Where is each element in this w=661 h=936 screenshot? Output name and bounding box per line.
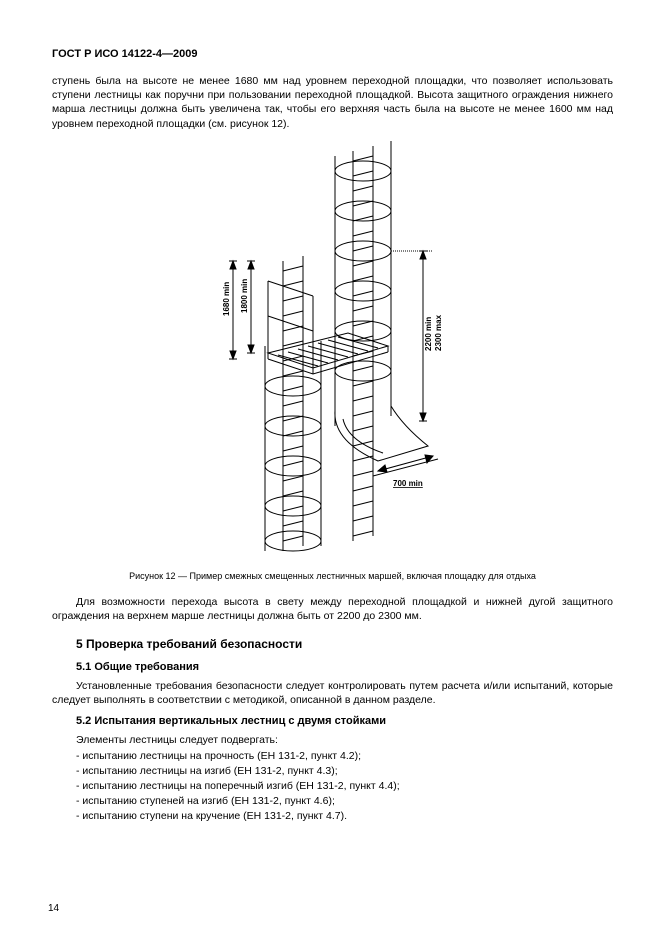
section-5-title: 5 Проверка требований безопасности (76, 637, 613, 651)
document-header: ГОСТ Р ИСО 14122-4—2009 (52, 48, 613, 60)
dim-1800: 1800 min (240, 278, 249, 312)
list-item: - испытанию ступени на кручение (ЕН 131-… (76, 809, 613, 824)
section-5-1-para: Установленные требования безопасности сл… (52, 679, 613, 707)
list-item: - испытанию лестницы на изгиб (ЕН 131-2,… (76, 764, 613, 779)
list-item: - испытанию ступеней на изгиб (ЕН 131-2,… (76, 794, 613, 809)
dim-2300: 2300 max (434, 314, 443, 351)
after-figure-paragraph: Для возможности перехода высота в свету … (52, 595, 613, 623)
section-5-2-title: 5.2 Испытания вертикальных лестниц с дву… (76, 715, 613, 727)
list-item: - испытанию лестницы на прочность (ЕН 13… (76, 749, 613, 764)
figure-12: 1680 min 1800 min 2200 min 2300 max 700 … (52, 141, 613, 561)
dim-2200: 2200 min (424, 316, 433, 350)
figure-caption: Рисунок 12 — Пример смежных смещенных ле… (52, 571, 613, 581)
dim-700: 700 min (393, 479, 423, 488)
section-5-1-title: 5.1 Общие требования (76, 661, 613, 673)
page-number: 14 (48, 903, 59, 914)
dim-1680: 1680 min (222, 281, 231, 315)
list-item: - испытанию лестницы на поперечный изгиб… (76, 779, 613, 794)
intro-paragraph: ступень была на высоте не менее 1680 мм … (52, 74, 613, 131)
section-5-2-intro: Элементы лестницы следует подвергать: (76, 733, 613, 748)
ladder-diagram-svg: 1680 min 1800 min 2200 min 2300 max 700 … (173, 141, 493, 561)
